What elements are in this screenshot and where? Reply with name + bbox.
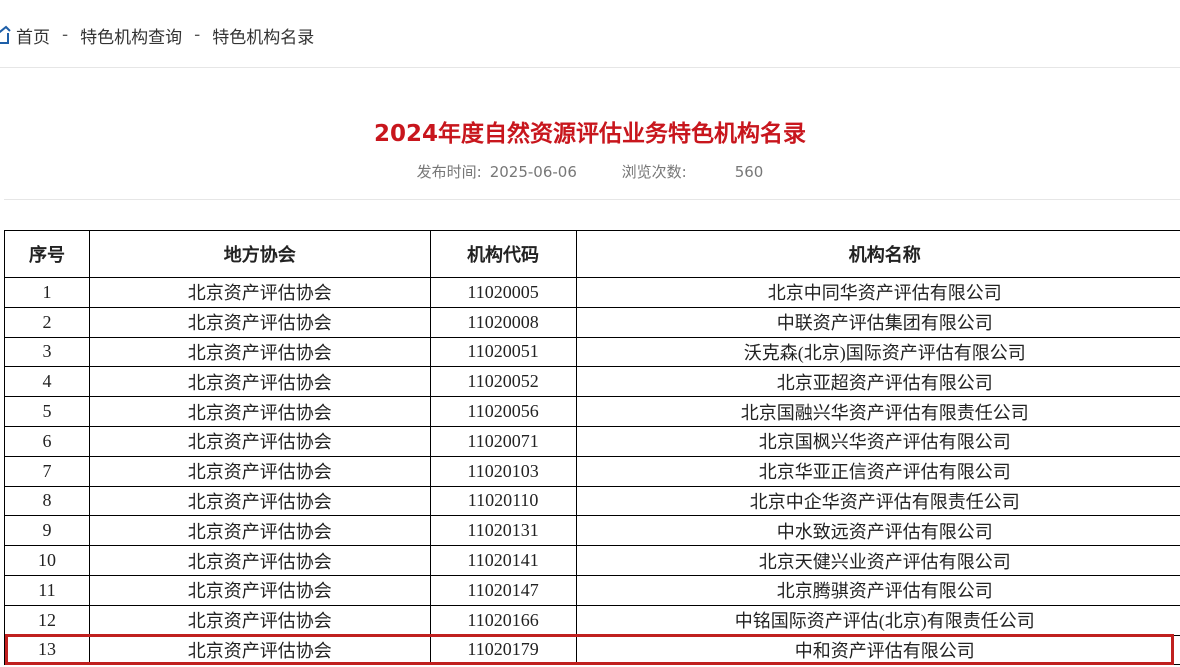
col-name-cell: 北京腾骐资产评估有限公司 [575,574,1180,606]
table-row: 8 北京资产评估协会 11020110 北京中企华资产评估有限责任公司 [4,485,1180,517]
table-row: 2 北京资产评估协会 11020008 中联资产评估集团有限公司 [4,306,1180,338]
table-row: 13 北京资产评估协会 11020179 中和资产评估有限公司 [4,634,1180,666]
col-association-cell: 北京资产评估协会 [88,336,431,368]
col-association-cell: 北京资产评估协会 [88,455,431,487]
breadcrumb-current[interactable]: 特色机构名录 [212,27,315,48]
col-association-cell: 北京资产评估协会 [88,277,431,308]
divider [0,67,1180,68]
views-count: 560 [734,163,764,181]
col-association-cell: 北京资产评估协会 [88,396,431,427]
col-name-cell: 北京中同华资产评估有限公司 [575,277,1180,308]
header-col-name: 机构名称 [575,230,1180,278]
col-association-cell: 北京资产评估协会 [88,485,431,517]
breadcrumb-query[interactable]: 特色机构查询 [80,27,183,48]
col-name-cell: 中水致远资产评估有限公司 [575,515,1180,547]
col-code-cell: 11020051 [429,336,577,368]
col-index-cell: 4 [4,366,90,398]
divider [4,199,1180,200]
institution-table: 序号 地方协会 机构代码 机构名称 1 北京资产评估协会 11020005 北京中同华资产评… [4,230,1180,666]
col-name-cell: 北京亚超资产评估有限公司 [575,366,1180,398]
col-index-cell: 3 [4,336,90,368]
breadcrumb: 首页 - 特色机构查询 - 特色机构名录 [0,22,314,48]
col-code-cell: 11020103 [429,455,577,487]
col-code-cell: 11020131 [429,515,577,547]
page-title: 2024年度自然资源评估业务特色机构名录 [373,121,806,147]
col-index-cell: 8 [4,485,90,517]
breadcrumb-separator: - [62,25,69,45]
col-association-cell: 北京资产评估协会 [88,604,431,636]
col-index-cell: 2 [4,306,90,338]
col-name-cell: 中和资产评估有限公司 [575,634,1180,666]
article-meta: 发布时间: 2025-06-06 浏览次数: 560 [0,161,1180,182]
col-index-cell: 6 [4,425,90,457]
col-name-cell: 沃克森(北京)国际资产评估有限公司 [575,336,1180,368]
col-code-cell: 11020008 [429,306,577,338]
table-row: 12 北京资产评估协会 11020166 中铭国际资产评估(北京)有限责任公司 [4,604,1180,636]
col-association-cell: 北京资产评估协会 [88,515,431,547]
col-code-cell: 11020071 [429,425,577,457]
header-col-code: 机构代码 [429,230,577,278]
table-row: 4 北京资产评估协会 11020052 北京亚超资产评估有限公司 [4,366,1180,398]
table-row: 10 北京资产评估协会 11020141 北京天健兴业资产评估有限公司 [4,545,1180,576]
col-name-cell: 北京国融兴华资产评估有限责任公司 [575,396,1180,427]
col-name-cell: 北京国枫兴华资产评估有限公司 [575,425,1180,457]
col-index-cell: 9 [4,515,90,547]
header-col-association: 地方协会 [88,230,431,278]
col-code-cell: 11020166 [429,604,577,636]
col-name-cell: 北京天健兴业资产评估有限公司 [575,545,1180,576]
views-label: 浏览次数: [621,163,687,181]
col-code-cell: 11020110 [429,485,577,517]
col-code-cell: 11020056 [429,396,577,427]
col-name-cell: 中联资产评估集团有限公司 [575,306,1180,338]
col-association-cell: 北京资产评估协会 [88,425,431,457]
header-col-index: 序号 [4,230,90,278]
col-index-cell: 7 [4,455,90,487]
breadcrumb-separator: - [194,25,201,45]
col-name-cell: 北京中企华资产评估有限责任公司 [575,485,1180,517]
publish-label: 发布时间: [416,163,482,181]
col-index-cell: 1 [4,277,90,308]
col-index-cell: 10 [4,545,90,576]
col-index-cell: 13 [4,634,90,666]
col-code-cell: 11020141 [429,545,577,576]
col-association-cell: 北京资产评估协会 [88,545,431,576]
table-row: 5 北京资产评估协会 11020056 北京国融兴华资产评估有限责任公司 [4,396,1180,427]
table-row: 9 北京资产评估协会 11020131 中水致远资产评估有限公司 [4,515,1180,547]
table-row: 1 北京资产评估协会 11020005 北京中同华资产评估有限公司 [4,277,1180,308]
col-code-cell: 11020147 [429,574,577,606]
col-index-cell: 12 [4,604,90,636]
col-code-cell: 11020179 [429,634,577,666]
table-row: 7 北京资产评估协会 11020103 北京华亚正信资产评估有限公司 [4,455,1180,487]
table-row: 3 北京资产评估协会 11020051 沃克森(北京)国际资产评估有限公司 [4,336,1180,368]
col-association-cell: 北京资产评估协会 [88,574,431,606]
col-association-cell: 北京资产评估协会 [88,366,431,398]
table-row: 6 北京资产评估协会 11020071 北京国枫兴华资产评估有限公司 [4,425,1180,457]
col-association-cell: 北京资产评估协会 [88,634,431,666]
col-code-cell: 11020005 [429,277,577,308]
breadcrumb-home[interactable]: 首页 [16,27,50,48]
publish-date: 2025-06-06 [489,163,577,181]
home-icon[interactable] [0,23,12,47]
col-association-cell: 北京资产评估协会 [88,306,431,338]
col-index-cell: 11 [4,574,90,606]
table-row: 11 北京资产评估协会 11020147 北京腾骐资产评估有限公司 [4,574,1180,606]
col-name-cell: 北京华亚正信资产评估有限公司 [575,455,1180,487]
col-code-cell: 11020052 [429,366,577,398]
col-name-cell: 中铭国际资产评估(北京)有限责任公司 [575,604,1180,636]
col-index-cell: 5 [4,396,90,427]
